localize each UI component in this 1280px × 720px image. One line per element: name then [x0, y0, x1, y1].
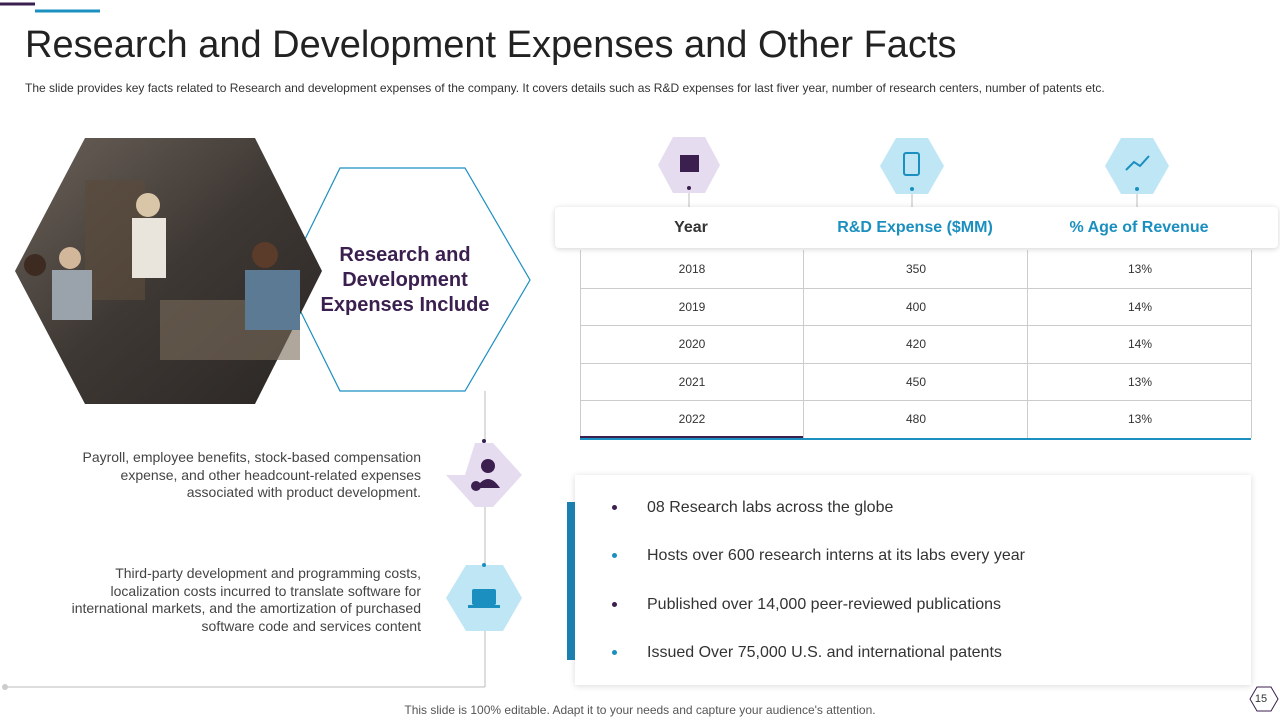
table-cell: 13% — [1127, 262, 1153, 276]
col-line — [1027, 250, 1028, 438]
expense-text: Third-party development and programming … — [71, 565, 421, 634]
fact-text: Issued Over 75,000 U.S. and internationa… — [647, 643, 1002, 661]
table-header-cell: R&D Expense ($MM) — [837, 219, 993, 236]
bullet — [612, 649, 617, 655]
footer: This slide is 100% editable. Adapt it to… — [404, 703, 876, 717]
accent-line — [580, 436, 803, 438]
table-cell: 13% — [1127, 374, 1153, 389]
table-cell: 13% — [1127, 412, 1153, 427]
table-cell: 2019 — [678, 299, 706, 314]
hexagon-title: Research and Development Expenses Includ… — [320, 244, 490, 316]
col-line — [580, 250, 581, 438]
table-cell: 450 — [905, 374, 927, 389]
fact-text: Hosts over 600 research interns at its l… — [647, 547, 1025, 565]
fact-text: Published over 14,000 peer-reviewed publ… — [647, 595, 1001, 613]
title: Research and Development Expenses and Ot… — [25, 24, 957, 66]
table-header-cell: % Age of Revenue — [1069, 219, 1209, 236]
table-cell: 2022 — [678, 412, 706, 427]
row-line — [580, 287, 1251, 289]
bullet — [612, 601, 617, 607]
table-header: Year R&D Expense ($MM) % Age of Revenue — [555, 207, 1278, 248]
row-line — [580, 438, 1251, 440]
table-cell: 14% — [1127, 299, 1153, 314]
page-number: 15 — [1254, 693, 1268, 705]
table-cell: 400 — [905, 299, 927, 314]
accent-bar — [567, 502, 575, 660]
table-cell: 420 — [905, 337, 927, 352]
row-line — [580, 325, 1251, 327]
table-cell: 2020 — [678, 337, 706, 352]
facts-card — [575, 475, 1251, 685]
table-cell: 350 — [905, 262, 927, 276]
table-cell: 480 — [905, 412, 927, 427]
bullet — [612, 505, 617, 510]
table-cell: 2018 — [678, 262, 706, 276]
col-line — [1251, 250, 1252, 438]
table-body: 2018 350 13% 2019 400 14% 2020 420 14% 2021 450 13%… — [580, 250, 1252, 440]
fact-text: 08 Research labs across the globe — [647, 499, 894, 516]
col-line — [803, 250, 804, 438]
expense-text: Payroll, employee benefits, stock-based … — [82, 449, 421, 500]
subtitle: The slide provides key facts related to … — [25, 81, 1105, 95]
bullet — [612, 553, 617, 559]
row-line — [580, 400, 1251, 402]
table-cell: 14% — [1127, 337, 1153, 352]
table-header-cell: Year — [674, 219, 708, 236]
row-line — [580, 362, 1251, 364]
table-cell: 2021 — [678, 374, 706, 389]
